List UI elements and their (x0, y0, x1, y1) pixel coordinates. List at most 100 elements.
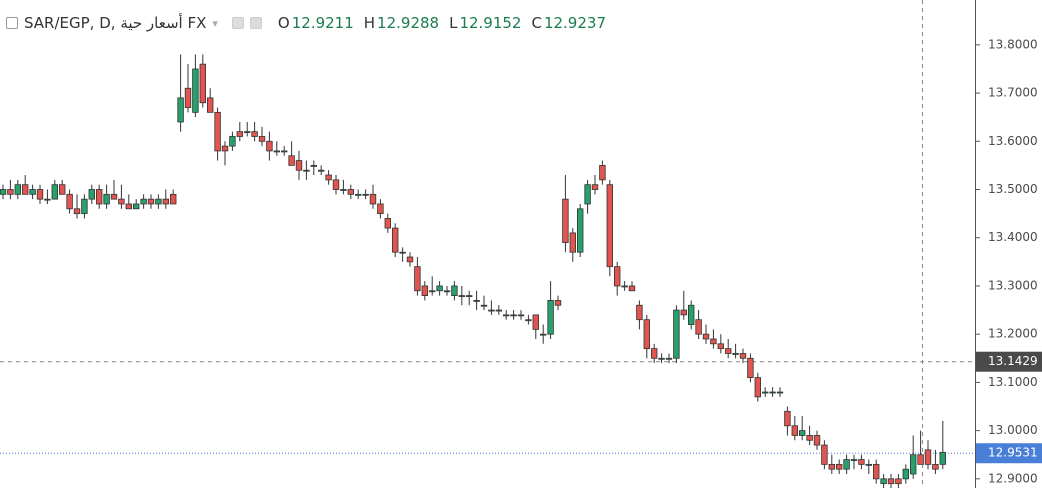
candle-body (554, 300, 562, 306)
candle-body (406, 256, 414, 263)
candle-body (562, 198, 569, 243)
candle-body (206, 97, 214, 113)
candle-body (784, 410, 791, 427)
candle-body (762, 391, 769, 394)
candle-body (747, 357, 754, 378)
y-tick-label: 13.3000 (988, 278, 1038, 292)
settings-icon[interactable] (249, 17, 262, 29)
candle-body (377, 203, 384, 215)
candle-body (569, 232, 576, 253)
candle-body (221, 145, 229, 152)
candle-body (695, 319, 702, 335)
candle-body (547, 300, 554, 335)
candle-body (399, 251, 406, 254)
candle-body (917, 454, 924, 465)
candle-body (443, 290, 451, 293)
candle-body (273, 150, 280, 153)
candle-body (525, 319, 532, 322)
candle-body (821, 444, 828, 465)
candle-body (739, 353, 747, 359)
candle-body (184, 87, 192, 108)
candle-body (502, 314, 510, 317)
candle-body (754, 377, 761, 398)
candle-body (192, 68, 199, 113)
legend-key: C (531, 14, 542, 32)
crosshair-price-tag (976, 351, 1042, 372)
legend-key: O (277, 14, 290, 32)
candle-body (836, 463, 843, 470)
candle-body (36, 189, 44, 200)
candle-body (924, 449, 932, 465)
candle-body (458, 295, 465, 297)
candle-body (532, 314, 539, 330)
candle-body (177, 97, 184, 123)
candle-body (710, 338, 717, 345)
candle-body (776, 391, 784, 394)
candle-body (577, 208, 584, 253)
candle-body (155, 198, 162, 205)
collapse-icon[interactable] (6, 17, 18, 29)
candle-body (340, 189, 347, 191)
candle-body (169, 193, 177, 205)
candle-body (384, 218, 391, 229)
candle-body (495, 309, 502, 312)
candle-body (517, 314, 525, 317)
candle-body (850, 459, 858, 461)
candle-body (125, 203, 132, 210)
candle-body (769, 391, 776, 394)
candle-body (303, 169, 310, 172)
candle-body (21, 184, 29, 195)
candle-body (732, 353, 739, 355)
candle-body (910, 454, 917, 475)
ohlc-legend: O 12.9211 H 12.9288 L 12.9152 C 12.9237 (268, 14, 606, 32)
candle-body (14, 184, 21, 195)
legend-key: L (449, 14, 458, 32)
candle-body (880, 478, 887, 485)
candle-body (132, 203, 140, 210)
candle-body (873, 463, 880, 480)
candle-body (488, 309, 495, 312)
candle-body (673, 309, 680, 359)
legend-value: 12.9152 (459, 14, 522, 32)
candle-body (651, 348, 658, 359)
candle-body (44, 198, 51, 201)
legend-value: 12.9211 (291, 14, 354, 32)
y-tick-label: 13.8000 (988, 37, 1038, 51)
candle-body (96, 189, 103, 205)
candle-body (843, 459, 850, 470)
eye-icon[interactable] (231, 17, 244, 29)
candle-body (421, 285, 428, 296)
candle-body (939, 451, 946, 465)
candle-body (688, 304, 695, 325)
y-tick-label: 13.5000 (988, 182, 1038, 196)
candle-body (66, 193, 73, 210)
candle-body (636, 304, 643, 321)
candle-body (103, 193, 110, 205)
y-tick-label: 13.2000 (988, 327, 1038, 341)
candle-body (621, 285, 628, 288)
candle-body (614, 266, 621, 287)
crosshair-price-label: 13.1429 (988, 354, 1038, 368)
candle-body (436, 285, 443, 292)
candle-body (354, 193, 362, 196)
candle-body (81, 198, 88, 215)
candle-body (332, 179, 340, 190)
candle-body (251, 131, 258, 137)
legend-value: 12.9288 (377, 14, 440, 32)
candle-body (0, 189, 7, 195)
candle-body (717, 343, 724, 350)
candle-body (243, 131, 251, 134)
candle-body (347, 189, 354, 195)
candle-body (140, 198, 147, 205)
candle-body (887, 478, 895, 485)
candle-body (599, 164, 606, 181)
candle-body (51, 184, 58, 200)
candle-body (317, 169, 325, 172)
y-tick-label: 13.4000 (988, 230, 1038, 244)
candle-body (865, 463, 872, 466)
candle-body (628, 285, 636, 292)
candle-body (473, 300, 480, 302)
candle-body (88, 189, 95, 200)
dropdown-arrow[interactable]: ▾ (212, 16, 218, 30)
